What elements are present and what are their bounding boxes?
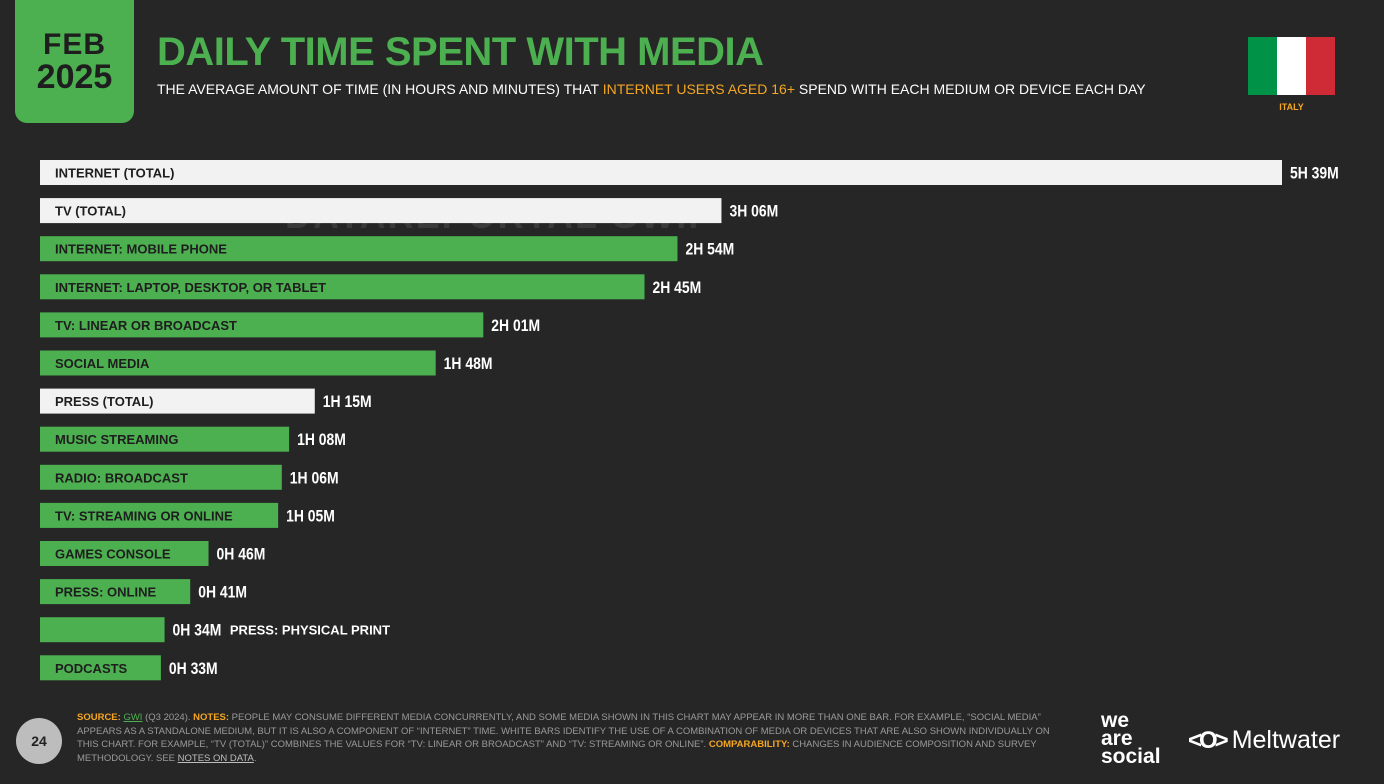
- page-title: DAILY TIME SPENT WITH MEDIA: [157, 30, 764, 74]
- bar-value-label: 0H 33M: [169, 660, 218, 679]
- bar-12: [40, 579, 191, 605]
- meltwater-wordmark: Meltwater: [1231, 726, 1341, 754]
- bar-chart: 5H 39M INTERNET (TOTAL) 3H 06M TV (TOTAL) 2H…: [40, 160, 1339, 681]
- bar-category-label: TV: STREAMING OR ONLINE: [55, 508, 233, 523]
- bar-11: [40, 541, 209, 566]
- bar-category-label: MUSIC STREAMING: [55, 432, 179, 447]
- comparability-key: COMPARABILITY:: [708, 739, 790, 750]
- notes-key: NOTES:: [193, 712, 230, 723]
- date-badge: FEB 2025: [15, 0, 134, 123]
- source-rest: (Q3 2024).: [142, 712, 194, 723]
- source-link[interactable]: GWI: [123, 712, 143, 723]
- bar-category-label: INTERNET: LAPTOP, DESKTOP, OR TABLET: [55, 280, 326, 295]
- bar-4: [40, 274, 645, 300]
- we-are-social-logo: we are social: [1101, 709, 1161, 768]
- bar-category-label: INTERNET (TOTAL): [55, 166, 174, 181]
- bar-category-label: PODCASTS: [55, 661, 128, 676]
- subtitle-highlight: INTERNET USERS AGED 16+: [602, 81, 796, 97]
- meltwater-logo: <O> Meltwater: [1188, 726, 1340, 755]
- bar-value-label: 1H 06M: [290, 469, 339, 488]
- footer-notes: SOURCE: GWI (Q3 2024). NOTES: PEOPLE MAY…: [77, 711, 1057, 765]
- bar-category-label: INTERNET: MOBILE PHONE: [55, 242, 227, 257]
- bar-category-label: GAMES CONSOLE: [55, 547, 171, 562]
- bar-value-label: 1H 48M: [444, 355, 493, 374]
- flag-stripe-green: [1248, 37, 1277, 95]
- bar-9: [40, 464, 282, 490]
- bar-14: [40, 655, 161, 681]
- bar-value-label: 1H 15M: [323, 393, 372, 412]
- bar-10: [40, 502, 279, 528]
- bar-value-label: 1H 05M: [286, 507, 335, 526]
- source-key: SOURCE:: [77, 712, 121, 723]
- notes-on-data-link[interactable]: NOTES ON DATA: [177, 752, 254, 764]
- notes-end: .: [253, 752, 257, 764]
- bar-value-label: 3H 06M: [729, 202, 778, 221]
- bar-value-label: 0H 34M: [173, 621, 222, 640]
- bar-category-label: PRESS: ONLINE: [55, 585, 156, 600]
- bar-category-label: TV: LINEAR OR BROADCAST: [55, 318, 237, 333]
- bar-6: [40, 350, 436, 376]
- flag-stripe-white: [1277, 37, 1306, 95]
- badge-year: 2025: [36, 57, 113, 96]
- bar-3: [40, 236, 678, 262]
- bar-value-label: 0H 41M: [198, 583, 247, 602]
- flag-stripe-red: [1306, 37, 1335, 95]
- bar-value-label: 2H 54M: [685, 240, 734, 259]
- subtitle-post: SPEND WITH EACH MEDIUM OR DEVICE EACH DA…: [795, 81, 1146, 97]
- bar-category-label: RADIO: BROADCAST: [55, 470, 188, 485]
- badge-month: FEB: [43, 27, 106, 61]
- country-label: ITALY: [1279, 102, 1304, 112]
- meltwater-icon: <O>: [1188, 726, 1229, 754]
- bar-category-label: PRESS (TOTAL): [55, 394, 153, 409]
- was-line3: social: [1101, 745, 1161, 768]
- subtitle-pre: THE AVERAGE AMOUNT OF TIME (IN HOURS AND…: [157, 81, 603, 97]
- was-line1: we: [1101, 709, 1130, 732]
- bar-1: [40, 160, 1282, 185]
- bar-7: [40, 388, 315, 414]
- bar-value-label: 0H 46M: [217, 545, 266, 564]
- page-subtitle: THE AVERAGE AMOUNT OF TIME (IN HOURS AND…: [157, 81, 1146, 97]
- bar-value-label: 2H 45M: [653, 279, 702, 298]
- bar-category-label: PRESS: PHYSICAL PRINT: [230, 623, 390, 638]
- comparability-text: CHANGES IN AUDIENCE COMPOSITION AND SURV…: [77, 739, 1037, 764]
- was-line2: are: [1101, 727, 1133, 750]
- bar-5: [40, 312, 484, 338]
- notes-text: PEOPLE MAY CONSUME DIFFERENT MEDIA CONCU…: [77, 712, 1050, 750]
- bar-13: [40, 617, 165, 643]
- bar-category-label: SOCIAL MEDIA: [55, 356, 150, 371]
- bar-category-label: TV (TOTAL): [55, 204, 126, 219]
- italy-flag-icon: [1248, 37, 1335, 95]
- page-number: 24: [16, 718, 62, 764]
- bar-value-label: 1H 08M: [297, 431, 346, 450]
- bar-value-label: 2H 01M: [491, 317, 540, 336]
- bar-2: [40, 198, 722, 224]
- bar-value-label: 5H 39M: [1290, 164, 1339, 183]
- bar-8: [40, 426, 290, 452]
